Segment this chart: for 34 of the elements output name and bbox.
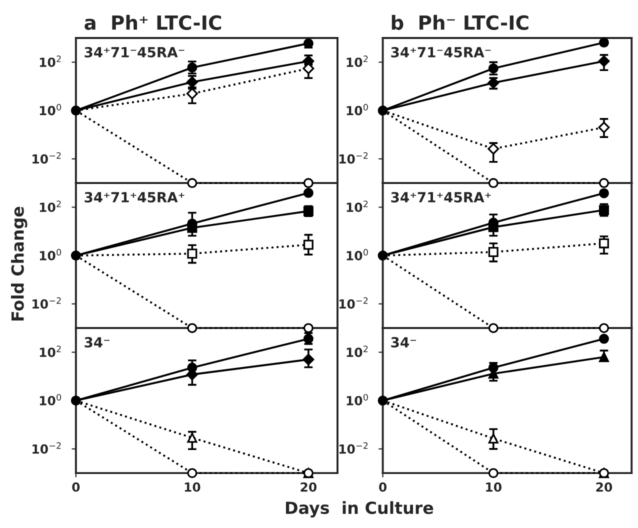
annotation: 34⁺71⁻45RA⁻	[391, 46, 491, 58]
x-tick-label: 10	[486, 482, 502, 492]
x-tick-label: 0	[379, 482, 387, 492]
y-tick-label: 10$^{0}$	[40, 104, 62, 116]
annotation: 34⁻	[391, 337, 416, 348]
chart-title: a Ph⁺ LTC-IC	[84, 14, 222, 30]
annotation: 34⁺71⁺45RA⁺	[391, 192, 491, 202]
annotation: 34⁻	[84, 337, 110, 348]
y-tick-label: 10$^{−2}$	[339, 152, 368, 164]
x-tick-label: 0	[72, 482, 80, 492]
y-tick-label: 10$^{0}$	[346, 394, 368, 406]
annotation: 34⁺71⁺45RA⁺	[84, 192, 184, 202]
y-tick-label: 10$^{0}$	[40, 248, 62, 260]
y-tick-label: 10$^{−2}$	[339, 297, 368, 309]
annotation: 34⁺71⁻45RA⁻	[84, 46, 184, 58]
y-tick-label: 10$^{0}$	[346, 104, 368, 116]
y-tick-label: 10$^{2}$	[40, 200, 61, 212]
y-tick-label: 10$^{2}$	[346, 346, 368, 358]
y-tick-label: 10$^{2}$	[346, 200, 368, 212]
y-tick-label: 10$^{0}$	[346, 248, 368, 260]
y-axis-title: Fold Change	[11, 206, 28, 320]
x-tick-label: 20	[300, 482, 317, 492]
y-tick-label: 10$^{2}$	[40, 56, 61, 68]
chart-title: b Ph⁻ LTC-IC	[392, 14, 528, 30]
x-axis-title: Days in Culture	[286, 501, 434, 518]
x-tick-label: 10	[184, 482, 200, 492]
x-tick-label: 20	[596, 482, 612, 492]
y-tick-label: 10$^{−2}$	[32, 152, 61, 164]
y-tick-label: 10$^{−2}$	[32, 442, 61, 454]
y-tick-label: 10$^{0}$	[40, 394, 62, 406]
y-tick-label: 10$^{2}$	[40, 346, 61, 358]
y-tick-label: 10$^{2}$	[346, 56, 368, 68]
y-tick-label: 10$^{−2}$	[32, 297, 61, 309]
y-tick-label: 10$^{−2}$	[339, 442, 368, 454]
